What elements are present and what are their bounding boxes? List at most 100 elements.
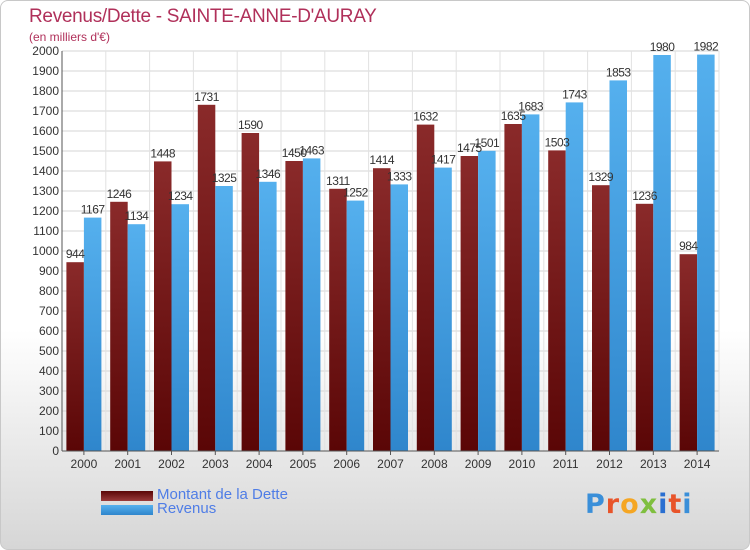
bar-dette-2000 — [66, 262, 84, 451]
x-tick-label: 2009 — [465, 457, 492, 471]
y-tick-label: 1800 — [32, 84, 59, 98]
data-label-dette-2011: 1503 — [545, 135, 571, 149]
bar-revenus-2014 — [697, 54, 715, 451]
data-label-dette-2002: 1448 — [150, 146, 176, 160]
x-tick-label: 2002 — [158, 457, 185, 471]
bar-dette-2006 — [329, 188, 347, 452]
y-tick-label: 1900 — [32, 64, 59, 78]
y-tick-label: 400 — [39, 364, 59, 378]
bar-revenus-2003 — [215, 186, 233, 451]
y-tick-label: 1600 — [32, 124, 59, 138]
data-label-dette-2004: 1590 — [238, 118, 264, 132]
data-label-dette-2009: 1475 — [457, 141, 483, 155]
logo-letter: o — [620, 489, 640, 520]
data-label-revenus-2000: 1167 — [81, 203, 106, 217]
legend-label-dette: Montant de la Dette — [157, 486, 288, 503]
data-label-dette-2007: 1414 — [369, 153, 395, 167]
bar-revenus-2012 — [609, 80, 627, 452]
bar-dette-2013 — [635, 203, 654, 451]
bar-revenus-2006 — [346, 200, 365, 451]
bar-revenus-2010 — [521, 114, 540, 452]
bar-dette-2004 — [241, 133, 260, 451]
y-tick-label: 0 — [52, 444, 59, 458]
chart-subtitle: (en milliers d'€) — [29, 30, 110, 44]
bar-dette-2003 — [197, 104, 216, 452]
data-label-dette-2005: 1450 — [282, 146, 308, 160]
x-tick-label: 2000 — [71, 457, 98, 471]
data-label-revenus-2002: 1234 — [168, 189, 194, 203]
y-tick-label: 200 — [39, 404, 59, 418]
data-label-revenus-2006: 1252 — [343, 186, 369, 200]
data-label-dette-2012: 1329 — [588, 170, 614, 184]
logo-letter: x — [639, 489, 659, 520]
x-tick-label: 2003 — [202, 457, 229, 471]
x-tick-label: 2004 — [246, 457, 273, 471]
logo-letter: P — [585, 489, 606, 520]
y-tick-label: 1000 — [32, 244, 59, 258]
x-tick-label: 2001 — [114, 457, 141, 471]
y-tick-label: 1700 — [32, 104, 59, 118]
data-label-revenus-2013: 1980 — [650, 40, 676, 54]
data-label-dette-2010: 1635 — [501, 109, 527, 123]
y-tick-label: 600 — [39, 324, 59, 338]
x-tick-label: 2014 — [684, 457, 711, 471]
bar-dette-2005 — [285, 161, 303, 451]
y-tick-label: 1100 — [33, 224, 59, 238]
logo-letter: r — [605, 489, 621, 520]
data-label-revenus-2007: 1333 — [387, 169, 413, 183]
data-label-revenus-2010: 1683 — [518, 99, 544, 113]
x-tick-label: 2011 — [553, 457, 579, 471]
x-tick-label: 2013 — [640, 457, 667, 471]
data-label-revenus-2014: 1982 — [693, 40, 719, 54]
bar-dette-2008 — [416, 124, 435, 451]
y-tick-label: 1200 — [32, 204, 59, 218]
bar-revenus-2005 — [302, 158, 321, 451]
data-label-revenus-2008: 1417 — [431, 153, 457, 167]
data-label-revenus-2004: 1346 — [255, 167, 281, 181]
data-label-dette-2014: 984 — [679, 239, 698, 253]
bar-dette-2010 — [504, 124, 522, 451]
bar-revenus-2002 — [171, 204, 189, 451]
data-label-revenus-2001: 1134 — [125, 209, 150, 223]
bar-revenus-2011 — [565, 102, 584, 452]
x-tick-label: 2005 — [290, 457, 317, 471]
y-tick-label: 700 — [39, 304, 59, 318]
bar-dette-2007 — [373, 168, 391, 451]
proxiti-logo: Proxiti — [585, 489, 693, 520]
legend-swatch-dette — [101, 491, 153, 501]
y-tick-label: 900 — [39, 264, 59, 278]
bar-revenus-2008 — [434, 167, 452, 451]
y-tick-label: 800 — [39, 284, 59, 298]
x-tick-label: 2012 — [596, 457, 623, 471]
bar-dette-2001 — [110, 201, 128, 451]
bar-dette-2014 — [679, 254, 698, 451]
data-label-revenus-2012: 1853 — [606, 65, 632, 79]
data-label-dette-2008: 1632 — [413, 110, 439, 124]
logo-letter: i — [682, 489, 693, 520]
bar-dette-2009 — [460, 156, 479, 451]
x-tick-label: 2010 — [509, 457, 536, 471]
bar-revenus-2007 — [390, 184, 408, 451]
chart-title: Revenus/Dette - SAINTE-ANNE-D'AURAY — [29, 6, 377, 27]
logo-letter: t — [668, 489, 683, 520]
data-label-dette-2000: 944 — [66, 247, 85, 261]
bar-dette-2002 — [154, 161, 172, 451]
legend-label-revenus: Revenus — [157, 500, 217, 517]
y-tick-label: 100 — [39, 424, 59, 438]
bar-revenus-2009 — [478, 150, 496, 452]
data-label-dette-2013: 1236 — [632, 189, 658, 203]
logo-letter: i — [658, 489, 669, 520]
bar-dette-2011 — [548, 150, 566, 451]
y-tick-label: 2000 — [32, 44, 59, 58]
bar-revenus-2004 — [259, 181, 277, 452]
x-tick-label: 2007 — [377, 457, 404, 471]
bar-dette-2012 — [592, 185, 610, 451]
bar-revenus-2001 — [127, 224, 146, 451]
data-label-dette-2001: 1246 — [107, 187, 133, 201]
bar-revenus-2000 — [83, 217, 102, 451]
y-tick-label: 1300 — [32, 184, 59, 198]
data-label-dette-2003: 1731 — [194, 90, 220, 104]
x-tick-label: 2008 — [421, 457, 448, 471]
data-label-revenus-2009: 1501 — [474, 136, 500, 150]
